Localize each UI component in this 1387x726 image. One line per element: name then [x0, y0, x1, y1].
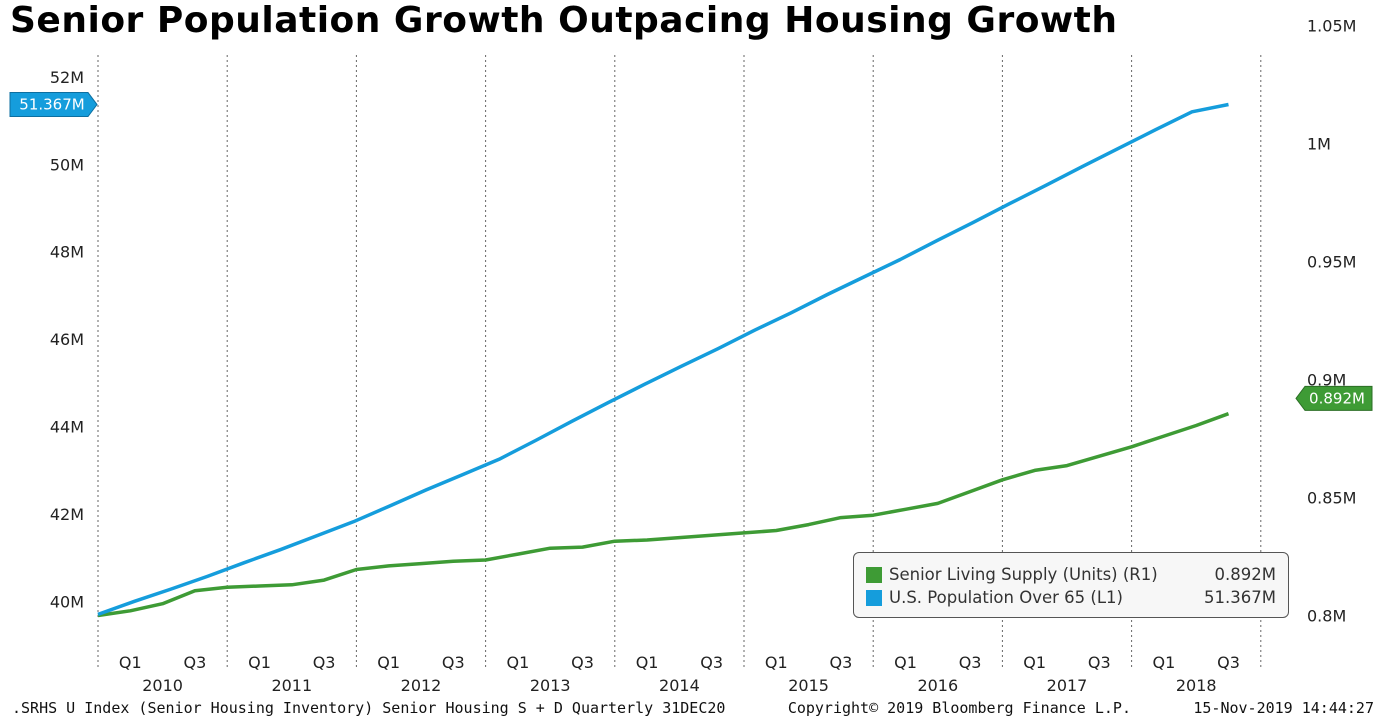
left-tick-label: 50M	[50, 155, 84, 174]
x-tick-label: Q3	[442, 653, 465, 672]
series-line-population	[97, 102, 1229, 617]
right-tick-label: 1.05M	[1307, 17, 1356, 36]
flag-value-population: 51.367M	[19, 96, 84, 114]
right-tick-label: 0.9M	[1307, 371, 1346, 390]
x-tick-label: Q1	[1023, 653, 1046, 672]
left-tick-label: 46M	[50, 330, 84, 349]
legend-label-population: U.S. Population Over 65 (L1)	[889, 588, 1123, 607]
chart-title: Senior Population Growth Outpacing Housi…	[10, 0, 1118, 41]
x-tick-label: Q1	[377, 653, 400, 672]
right-tick-label: 0.95M	[1307, 253, 1356, 272]
footer-timestamp: 15-Nov-2019 14:44:27	[1193, 699, 1374, 717]
x-tick-label: Q3	[830, 653, 853, 672]
x-year-label: 2011	[271, 676, 312, 695]
left-tick-label: 42M	[50, 505, 84, 524]
x-year-label: 2014	[659, 676, 700, 695]
x-year-label: 2015	[788, 676, 829, 695]
right-tick-label: 0.85M	[1307, 489, 1356, 508]
footer: .SRHS U Index (Senior Housing Inventory)…	[12, 699, 1374, 717]
flag-value-supply: 0.892M	[1309, 389, 1365, 407]
right-tick-label: 0.8M	[1307, 607, 1346, 626]
x-tick-label: Q3	[1088, 653, 1111, 672]
right-axis: 0.8M 0.85M 0.9M 0.95M 1M 1.05M	[1307, 17, 1356, 626]
x-tick-label: Q1	[507, 653, 530, 672]
left-axis: 40M 42M 44M 46M 48M 50M 52M	[50, 68, 84, 611]
x-tick-label: Q3	[700, 653, 723, 672]
legend-value-supply: 0.892M	[1214, 565, 1276, 584]
flag-supply	[1295, 385, 1373, 411]
series-lines	[97, 102, 1230, 618]
left-tick-label: 40M	[50, 592, 84, 611]
x-year-label: 2013	[530, 676, 571, 695]
legend: Senior Living Supply (Units) (R1) 0.892M…	[853, 552, 1289, 618]
x-tick-label: Q1	[636, 653, 659, 672]
x-tick-label: Q1	[765, 653, 788, 672]
x-tick-label: Q3	[959, 653, 982, 672]
x-year-label: 2016	[917, 676, 958, 695]
legend-item-population: U.S. Population Over 65 (L1) 51.367M	[866, 586, 1276, 609]
x-tick-label: Q3	[313, 653, 336, 672]
footer-index: .SRHS U Index (Senior Housing Inventory)…	[12, 699, 726, 717]
x-year-label: 2018	[1176, 676, 1217, 695]
legend-swatch-supply	[866, 566, 882, 583]
left-tick-label: 48M	[50, 243, 84, 262]
legend-swatch-population	[866, 589, 882, 606]
legend-item-supply: Senior Living Supply (Units) (R1) 0.892M	[866, 563, 1276, 586]
x-tick-label: Q1	[119, 653, 142, 672]
legend-label-supply: Senior Living Supply (Units) (R1)	[889, 565, 1158, 584]
last-value-flags: 51.367M 0.892M	[9, 92, 1373, 411]
x-year-label: 2012	[401, 676, 442, 695]
left-tick-label: 52M	[50, 68, 84, 87]
series-line-supply	[97, 412, 1230, 618]
x-tick-label: Q1	[248, 653, 271, 672]
x-tick-label: Q1	[1153, 653, 1176, 672]
flag-population	[9, 92, 98, 118]
left-tick-label: 44M	[50, 417, 84, 436]
x-tick-label: Q3	[184, 653, 207, 672]
x-tick-label: Q3	[571, 653, 594, 672]
x-tick-label: Q1	[894, 653, 917, 672]
footer-copyright: Copyright© 2019 Bloomberg Finance L.P.	[787, 699, 1131, 717]
x-year-label: 2010	[142, 676, 183, 695]
x-year-label: 2017	[1047, 676, 1088, 695]
legend-value-population: 51.367M	[1204, 588, 1276, 607]
right-tick-label: 1M	[1307, 135, 1331, 154]
x-tick-label: Q3	[1217, 653, 1240, 672]
